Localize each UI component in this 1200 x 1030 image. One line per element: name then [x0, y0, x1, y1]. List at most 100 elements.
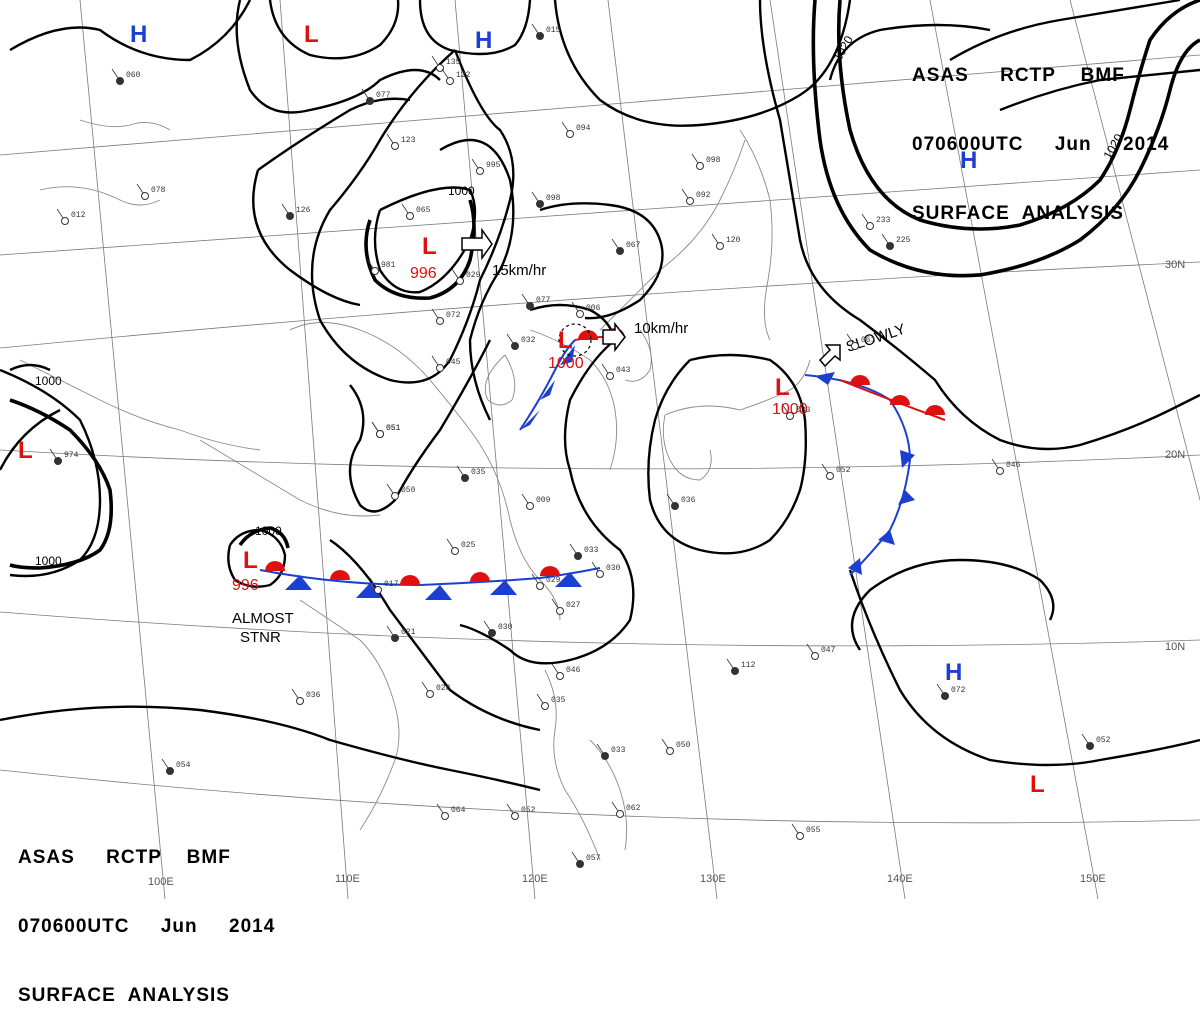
station-circle — [796, 832, 804, 840]
station-model: 032 — [506, 333, 536, 350]
station-circle — [456, 277, 464, 285]
station-pressure: 029 — [546, 576, 561, 585]
station-pressure: 067 — [626, 241, 641, 250]
station-pressure: 120 — [726, 236, 741, 245]
station-circle — [451, 547, 459, 555]
station-model: 072 — [431, 308, 461, 325]
station-model: 064 — [436, 803, 466, 820]
station-pressure: 046 — [566, 666, 581, 675]
low-pressure-value: 1000 — [548, 355, 584, 372]
station-model: 062 — [611, 801, 641, 818]
station-model: 036 — [666, 493, 696, 510]
low-pressure-value: 996 — [410, 265, 437, 282]
station-circle — [436, 364, 444, 372]
station-model: 047 — [806, 643, 836, 660]
station-model: 077 — [361, 88, 391, 105]
station-circle — [116, 77, 124, 85]
coastlines — [19, 119, 811, 861]
station-model: 028 — [421, 681, 451, 698]
station-pressure: 025 — [461, 541, 476, 550]
surface-analysis-map: 1000 1000 1000 1000 1020 1020 — [0, 0, 1200, 899]
coordinate-labels: 100E 110E 120E 130E 140E 150E 30N 20N 10… — [148, 259, 1185, 888]
station-model: 012 — [56, 208, 86, 225]
station-circle — [391, 492, 399, 500]
station-circle — [671, 502, 679, 510]
station-model: 225 — [881, 233, 911, 250]
station-circle — [616, 247, 624, 255]
station-circle — [166, 767, 174, 775]
station-circle — [141, 192, 149, 200]
station-model: 065 — [401, 203, 431, 220]
station-pressure: 006 — [586, 304, 601, 313]
header-agency: ASAS RCTP BMF — [18, 847, 231, 868]
latitude-label: 20N — [1165, 449, 1185, 461]
station-model: 046 — [991, 458, 1021, 475]
station-model: 030 — [591, 561, 621, 578]
station-model: 052 — [506, 803, 536, 820]
station-model: 052 — [1081, 733, 1111, 750]
station-model: 030 — [483, 620, 513, 637]
station-pressure: 045 — [446, 358, 461, 367]
station-circle — [511, 342, 519, 350]
station-model: 033 — [569, 543, 599, 560]
station-circle — [296, 697, 304, 705]
station-model: 098 — [531, 191, 561, 208]
station-pressure: 092 — [696, 191, 711, 200]
station-circle — [426, 690, 434, 698]
station-model: 061 — [846, 333, 876, 350]
station-model: 009 — [521, 493, 551, 510]
header-bottom: ASAS RCTP BMF 070600UTC Jun 2014 SURFACE… — [18, 800, 275, 1030]
isobar-label: 1000 — [35, 554, 62, 568]
station-model: 974 — [49, 448, 79, 465]
station-circle — [536, 32, 544, 40]
station-pressure: 054 — [176, 761, 191, 770]
station-circle — [511, 812, 519, 820]
latitude-label: 10N — [1165, 641, 1185, 653]
station-model: 029 — [531, 573, 561, 590]
isobar-label: 1000 — [448, 184, 475, 198]
station-circle — [374, 586, 382, 594]
longitude-label: 150E — [1080, 873, 1106, 885]
station-pressure: 078 — [151, 186, 166, 195]
station-pressure: 033 — [611, 746, 626, 755]
station-model: 077 — [521, 293, 551, 310]
station-pressure: 123 — [401, 136, 416, 145]
station-circle — [686, 197, 694, 205]
station-model: 006 — [571, 301, 601, 318]
station-circle — [61, 217, 69, 225]
station-pressure: 061 — [861, 336, 876, 345]
isobars — [0, 0, 1200, 792]
longitude-label: 130E — [700, 873, 726, 885]
station-circle — [576, 310, 584, 318]
high-pressure-symbol: H — [130, 21, 147, 48]
station-circle — [54, 457, 62, 465]
station-pressure: 029 — [466, 271, 481, 280]
station-circle — [556, 607, 564, 615]
stationary-note: STNR — [240, 629, 281, 646]
station-circle — [286, 212, 294, 220]
low-pressure-symbol: L — [558, 327, 573, 354]
station-model: 055 — [791, 823, 821, 840]
station-pressure: 098 — [706, 156, 721, 165]
header-title: SURFACE ANALYSIS — [912, 203, 1124, 224]
station-pressure: 021 — [401, 628, 416, 637]
station-circle — [886, 242, 894, 250]
station-pressure: 009 — [536, 496, 551, 505]
station-circle — [476, 167, 484, 175]
station-pressure: 094 — [576, 124, 591, 133]
station-model: 054 — [161, 758, 191, 775]
station-model: 098 — [691, 153, 721, 170]
station-model: 036 — [291, 688, 321, 705]
station-circle — [391, 142, 399, 150]
station-pressure: 017 — [384, 580, 399, 589]
station-pressure: 065 — [416, 206, 431, 215]
station-circle — [606, 372, 614, 380]
station-model: 033 — [781, 403, 811, 420]
station-pressure: 052 — [836, 466, 851, 475]
longitude-label: 100E — [148, 876, 174, 888]
station-model: 112 — [726, 658, 756, 675]
station-pressure: 012 — [71, 211, 86, 220]
station-pressure: 064 — [451, 806, 466, 815]
station-pressure: 055 — [806, 826, 821, 835]
station-model: 135 — [431, 55, 461, 72]
